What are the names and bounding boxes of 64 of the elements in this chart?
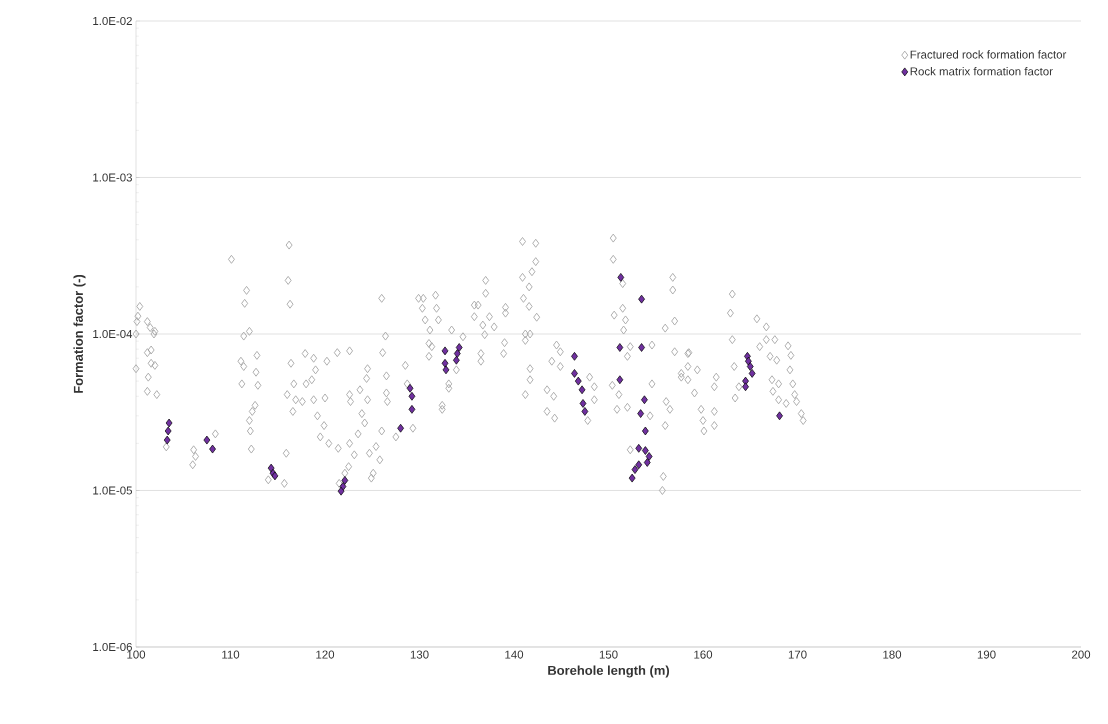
x-tick-label: 200 [1072, 650, 1091, 659]
point [571, 351, 578, 361]
x-tick-label: 170 [788, 650, 807, 659]
point [453, 355, 460, 365]
point [574, 376, 582, 386]
x-tick-label: 140 [505, 650, 524, 659]
point [645, 452, 653, 461]
x-tick-label: 180 [883, 650, 902, 659]
point [571, 369, 578, 378]
point [643, 458, 651, 467]
y-axis-title: Formation factor (-) [73, 274, 86, 393]
point [165, 418, 173, 428]
point [631, 465, 639, 474]
x-axis-title: Borehole length (m) [548, 665, 670, 678]
x-tick-label: 110 [222, 650, 240, 659]
legend-label: Fractured rock formation factor [910, 50, 1067, 59]
point [397, 423, 404, 433]
point [635, 443, 643, 453]
point [776, 411, 783, 421]
point [746, 362, 754, 371]
x-tick-label: 100 [127, 650, 146, 659]
point [745, 356, 752, 366]
point [341, 476, 349, 485]
point [628, 473, 636, 483]
legend-label: Rock matrix formation factor [910, 67, 1053, 76]
point [163, 435, 171, 445]
point [441, 358, 449, 368]
y-tick-label: 1.0E-06 [93, 642, 132, 652]
point [453, 349, 461, 358]
x-tick-label: 130 [410, 650, 429, 659]
point [637, 409, 644, 418]
x-tick-label: 150 [599, 650, 618, 659]
x-tick-label: 190 [977, 650, 996, 659]
y-tick-label: 1.0E-02 [93, 16, 132, 26]
point [742, 382, 749, 392]
point [209, 444, 216, 454]
point [267, 463, 275, 473]
point [642, 426, 649, 436]
point [616, 375, 624, 385]
y-tick-label: 1.0E-03 [93, 173, 132, 182]
x-tick-label: 120 [316, 650, 335, 659]
y-tick-label: 1.0E-05 [93, 486, 132, 495]
point [617, 273, 625, 282]
point [408, 391, 416, 401]
point [455, 343, 463, 352]
point [642, 446, 649, 455]
point [748, 369, 756, 378]
point [337, 486, 345, 496]
point [581, 407, 589, 416]
point [638, 294, 645, 304]
point [203, 435, 211, 445]
point [408, 405, 416, 414]
point [579, 399, 587, 408]
x-tick-label: 160 [694, 650, 713, 659]
point [441, 346, 449, 356]
point [578, 385, 586, 395]
y-tick-label: 1.0E-04 [93, 329, 133, 339]
point [164, 426, 172, 436]
point [616, 343, 624, 352]
point [641, 395, 648, 405]
point [406, 383, 414, 393]
point [442, 365, 450, 375]
point [635, 460, 643, 470]
point [638, 343, 645, 352]
